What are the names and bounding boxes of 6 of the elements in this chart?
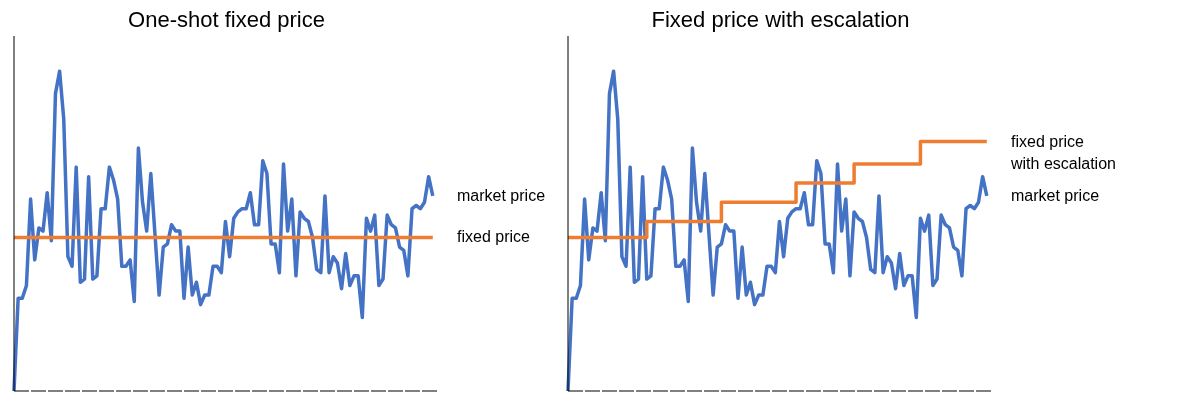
series-label: market price [1011,186,1100,204]
series-label: fixed price with escalation [1010,132,1116,172]
chart-title: One-shot fixed price [128,6,325,32]
series-label: fixed price [457,228,531,246]
chart-title: Fixed price with escalation [651,6,910,32]
series-label: market price [457,186,546,204]
